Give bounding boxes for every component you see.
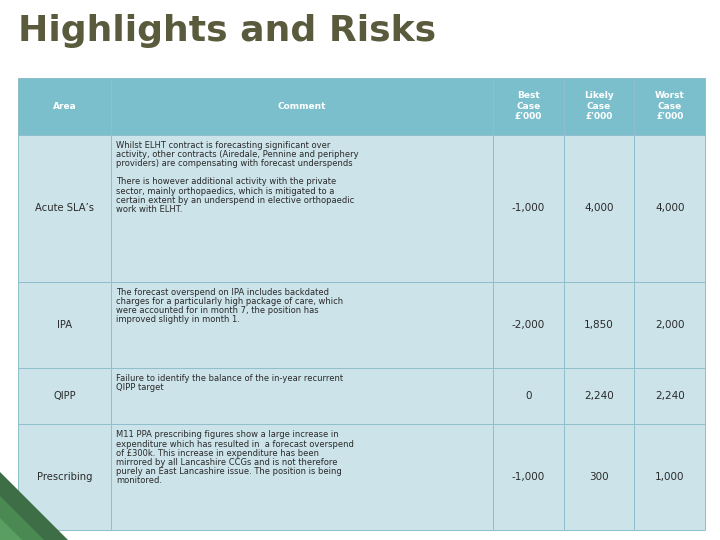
Text: QIPP target: QIPP target: [116, 383, 163, 392]
Bar: [634, 424, 706, 530]
Text: Area: Area: [53, 102, 76, 111]
Bar: [634, 368, 706, 424]
Bar: [634, 134, 706, 282]
Bar: [564, 424, 634, 530]
Text: of £300k. This increase in expenditure has been: of £300k. This increase in expenditure h…: [116, 449, 319, 458]
Text: 1,850: 1,850: [584, 320, 614, 330]
Text: 2,240: 2,240: [584, 391, 614, 401]
Bar: [634, 78, 706, 134]
Bar: [564, 134, 634, 282]
Text: work with ELHT.: work with ELHT.: [116, 205, 182, 214]
Text: Highlights and Risks: Highlights and Risks: [18, 14, 436, 48]
Text: 2,240: 2,240: [655, 391, 685, 401]
Text: 4,000: 4,000: [655, 203, 685, 213]
Text: There is however additional activity with the private: There is however additional activity wit…: [116, 177, 336, 186]
Bar: [492, 134, 564, 282]
Text: 300: 300: [589, 472, 609, 482]
Text: Worst
Case
£'000: Worst Case £'000: [655, 91, 685, 121]
Text: Whilst ELHT contract is forecasting significant over: Whilst ELHT contract is forecasting sign…: [116, 140, 330, 150]
Bar: [18, 424, 111, 530]
Bar: [111, 78, 492, 134]
Text: activity, other contracts (Airedale, Pennine and periphery: activity, other contracts (Airedale, Pen…: [116, 150, 359, 159]
Bar: [564, 282, 634, 368]
Polygon shape: [0, 518, 22, 540]
Bar: [111, 368, 492, 424]
Text: expenditure which has resulted in  a forecast overspend: expenditure which has resulted in a fore…: [116, 440, 354, 449]
Text: were accounted for in month 7, the position has: were accounted for in month 7, the posit…: [116, 306, 318, 315]
Text: The forecast overspend on IPA includes backdated: The forecast overspend on IPA includes b…: [116, 288, 329, 297]
Text: Best
Case
£'000: Best Case £'000: [515, 91, 542, 121]
Text: mirrored by all Lancashire CCGs and is not therefore: mirrored by all Lancashire CCGs and is n…: [116, 458, 338, 467]
Bar: [564, 368, 634, 424]
Text: providers) are compensating with forecast underspends: providers) are compensating with forecas…: [116, 159, 353, 168]
Bar: [634, 282, 706, 368]
Bar: [111, 134, 492, 282]
Text: -2,000: -2,000: [511, 320, 545, 330]
Bar: [111, 282, 492, 368]
Text: certain extent by an underspend in elective orthopaedic: certain extent by an underspend in elect…: [116, 195, 354, 205]
Bar: [564, 78, 634, 134]
Text: Comment: Comment: [277, 102, 326, 111]
Text: 1,000: 1,000: [655, 472, 685, 482]
Bar: [18, 78, 111, 134]
Text: sector, mainly orthopaedics, which is mitigated to a: sector, mainly orthopaedics, which is mi…: [116, 186, 334, 195]
Bar: [18, 282, 111, 368]
Bar: [18, 134, 111, 282]
Text: improved slightly in month 1.: improved slightly in month 1.: [116, 315, 240, 325]
Text: Failure to identify the balance of the in-year recurrent: Failure to identify the balance of the i…: [116, 374, 343, 383]
Bar: [18, 368, 111, 424]
Text: 4,000: 4,000: [584, 203, 613, 213]
Bar: [492, 424, 564, 530]
Text: charges for a particularly high package of care, which: charges for a particularly high package …: [116, 297, 343, 306]
Text: Acute SLA’s: Acute SLA’s: [35, 203, 94, 213]
Text: 0: 0: [525, 391, 531, 401]
Text: monitored.: monitored.: [116, 476, 162, 485]
Bar: [492, 368, 564, 424]
Polygon shape: [0, 472, 68, 540]
Text: 2,000: 2,000: [655, 320, 685, 330]
Bar: [111, 424, 492, 530]
Text: M11 PPA prescribing figures show a large increase in: M11 PPA prescribing figures show a large…: [116, 430, 338, 440]
Text: -1,000: -1,000: [511, 472, 545, 482]
Text: purely an East Lancashire issue. The position is being: purely an East Lancashire issue. The pos…: [116, 467, 341, 476]
Polygon shape: [0, 496, 44, 540]
Text: Likely
Case
£'000: Likely Case £'000: [584, 91, 614, 121]
Text: -1,000: -1,000: [511, 203, 545, 213]
Bar: [492, 282, 564, 368]
Text: QIPP: QIPP: [53, 391, 76, 401]
Text: IPA: IPA: [57, 320, 72, 330]
Text: Prescribing: Prescribing: [37, 472, 92, 482]
Bar: [492, 78, 564, 134]
